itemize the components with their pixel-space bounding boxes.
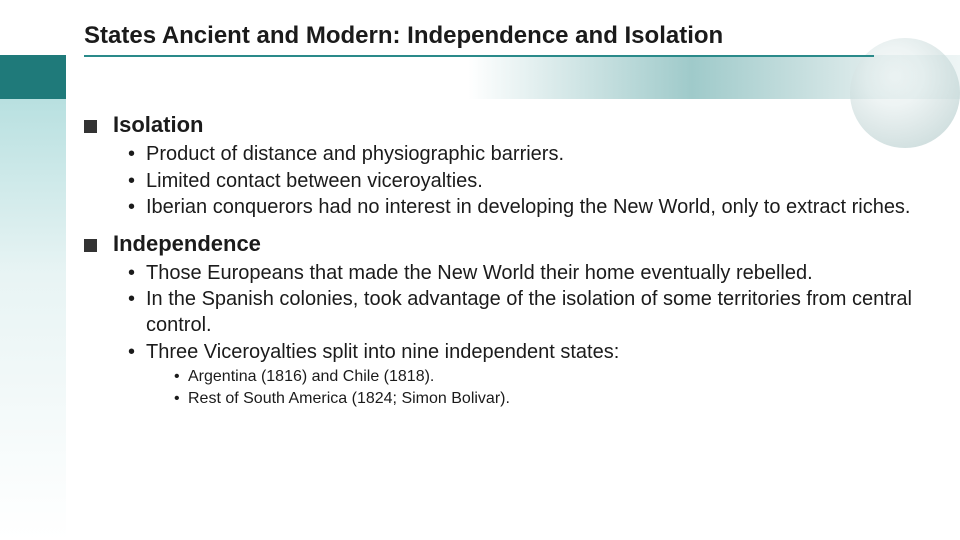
section-independence: Independence Those Europeans that made t… xyxy=(84,231,914,410)
bullet-item: Three Viceroyalties split into nine inde… xyxy=(128,340,914,410)
header-band xyxy=(66,55,960,99)
sub-bullet-item: Rest of South America (1824; Simon Boliv… xyxy=(174,389,914,410)
bullet-list: Those Europeans that made the New World … xyxy=(128,261,914,410)
slide-content: Isolation Product of distance and physio… xyxy=(84,112,914,420)
bullet-text: Iberian conquerors had no interest in de… xyxy=(146,196,911,218)
left-accent-bar xyxy=(0,55,66,99)
sub-bullet-text: Argentina (1816) and Chile (1818). xyxy=(188,368,434,385)
section-heading-row: Independence xyxy=(84,231,914,257)
sub-bullet-item: Argentina (1816) and Chile (1818). xyxy=(174,367,914,388)
section-isolation: Isolation Product of distance and physio… xyxy=(84,112,914,221)
bullet-text: Those Europeans that made the New World … xyxy=(146,262,813,284)
square-bullet-icon xyxy=(84,120,97,133)
title-underline xyxy=(84,55,874,57)
section-heading: Independence xyxy=(113,231,261,257)
square-bullet-icon xyxy=(84,239,97,252)
bullet-text: Limited contact between viceroyalties. xyxy=(146,170,483,192)
bullet-list: Product of distance and physiographic ba… xyxy=(128,142,914,221)
bullet-item: Limited contact between viceroyalties. xyxy=(128,169,914,195)
sub-bullet-list: Argentina (1816) and Chile (1818). Rest … xyxy=(174,367,914,410)
slide: States Ancient and Modern: Independence … xyxy=(0,0,960,540)
slide-title: States Ancient and Modern: Independence … xyxy=(84,22,723,50)
bullet-item: Those Europeans that made the New World … xyxy=(128,261,914,287)
bullet-item: Iberian conquerors had no interest in de… xyxy=(128,195,914,221)
bullet-text: In the Spanish colonies, took advantage … xyxy=(146,288,912,336)
section-heading: Isolation xyxy=(113,112,203,138)
sub-bullet-text: Rest of South America (1824; Simon Boliv… xyxy=(188,390,510,407)
bullet-text: Three Viceroyalties split into nine inde… xyxy=(146,341,619,363)
bullet-item: Product of distance and physiographic ba… xyxy=(128,142,914,168)
section-heading-row: Isolation xyxy=(84,112,914,138)
bullet-item: In the Spanish colonies, took advantage … xyxy=(128,287,914,338)
left-accent-fade xyxy=(0,99,66,540)
bullet-text: Product of distance and physiographic ba… xyxy=(146,143,564,165)
